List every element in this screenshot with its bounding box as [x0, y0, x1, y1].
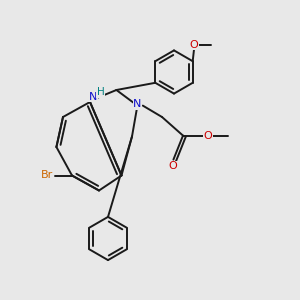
Text: H: H: [97, 87, 104, 97]
Text: Br: Br: [41, 170, 53, 181]
Text: O: O: [168, 161, 177, 171]
Text: O: O: [190, 40, 199, 50]
Text: N: N: [89, 92, 97, 102]
Text: O: O: [203, 130, 212, 141]
Text: N: N: [133, 99, 142, 109]
